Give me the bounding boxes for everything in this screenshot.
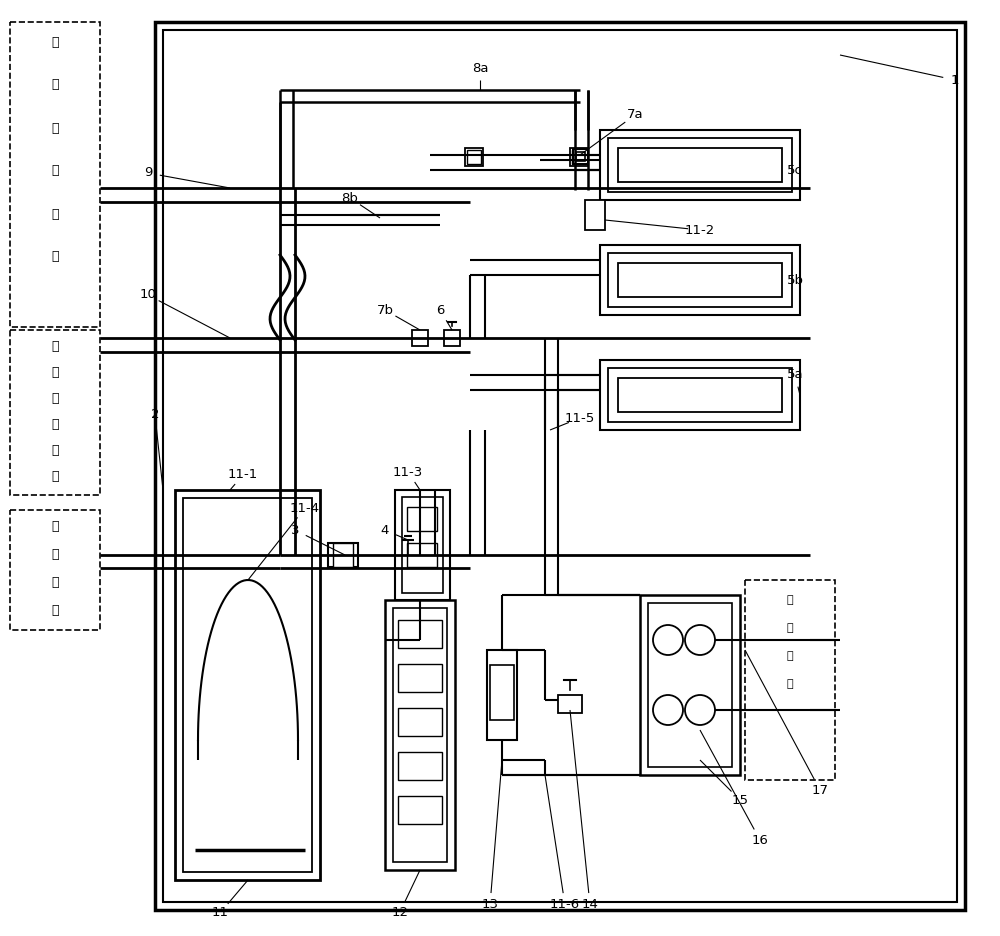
Bar [618, 148, 782, 182]
Bar [183, 498, 312, 872]
Bar [333, 543, 353, 567]
Text: 源: 源 [51, 605, 59, 618]
Text: 中: 中 [51, 341, 59, 354]
Bar [745, 580, 835, 780]
Bar [487, 650, 517, 740]
Bar [618, 263, 782, 297]
Text: 11-2: 11-2 [685, 224, 715, 237]
Bar [398, 664, 442, 692]
Text: 高: 高 [51, 36, 59, 49]
Bar [398, 620, 442, 648]
Text: 2: 2 [151, 408, 159, 421]
Bar [618, 378, 782, 412]
Bar [558, 695, 582, 713]
Text: 供: 供 [51, 392, 59, 405]
Text: 11-3: 11-3 [393, 465, 423, 478]
Text: 7a: 7a [627, 109, 643, 122]
Text: 5b: 5b [786, 273, 804, 286]
Text: 热: 热 [51, 165, 59, 178]
Bar [467, 150, 481, 164]
Text: 容: 容 [787, 651, 793, 661]
Bar [600, 130, 800, 200]
Text: 11-1: 11-1 [228, 469, 258, 481]
Text: 水: 水 [51, 548, 59, 562]
Bar [608, 253, 792, 307]
Bar [393, 608, 447, 862]
Text: 器: 器 [787, 679, 793, 689]
Bar [648, 603, 732, 767]
Text: 1: 1 [951, 74, 959, 86]
Bar [10, 330, 100, 495]
Bar [398, 752, 442, 780]
Bar [398, 708, 442, 736]
Bar [608, 368, 792, 422]
Bar [163, 30, 957, 902]
Text: 17: 17 [812, 783, 828, 797]
Text: 供: 供 [51, 520, 59, 534]
Text: 5c: 5c [787, 164, 803, 177]
Bar [385, 600, 455, 870]
Bar [444, 330, 460, 346]
Bar [402, 497, 443, 593]
Text: 8b: 8b [342, 192, 358, 204]
Text: 13: 13 [482, 899, 498, 912]
Bar [10, 510, 100, 630]
Text: 15: 15 [732, 794, 748, 807]
Bar [328, 543, 358, 567]
Text: 4: 4 [381, 523, 389, 536]
Text: 6: 6 [436, 303, 444, 316]
Text: 10: 10 [140, 288, 156, 301]
Bar [412, 330, 428, 346]
Text: 所: 所 [51, 251, 59, 264]
Bar [572, 150, 586, 164]
Text: 场: 场 [51, 445, 59, 458]
Bar [395, 490, 450, 600]
Text: 11-4: 11-4 [290, 502, 320, 515]
Bar [490, 665, 514, 720]
Bar [398, 796, 442, 824]
Text: 源: 源 [787, 623, 793, 633]
Bar [608, 138, 792, 192]
Text: 场: 场 [51, 208, 59, 221]
Bar [573, 149, 588, 164]
Text: 温: 温 [51, 367, 59, 379]
Bar [585, 200, 605, 230]
Text: 11-5: 11-5 [565, 412, 595, 425]
Bar [570, 148, 588, 166]
Text: 水: 水 [51, 577, 59, 590]
Bar [576, 152, 585, 161]
Text: 8a: 8a [472, 62, 488, 75]
Text: 供: 供 [51, 122, 59, 135]
Text: 11-6: 11-6 [550, 899, 580, 912]
Bar [407, 507, 437, 531]
Bar [155, 22, 965, 910]
Text: 9: 9 [144, 167, 152, 180]
Bar [465, 148, 483, 166]
Text: 3: 3 [291, 523, 299, 536]
Text: 14: 14 [582, 899, 598, 912]
Bar [10, 22, 100, 327]
Bar [600, 245, 800, 315]
Text: 16: 16 [752, 833, 768, 846]
Text: 12: 12 [392, 905, 409, 918]
Text: 7b: 7b [376, 303, 394, 316]
Bar [640, 595, 740, 775]
Text: 5a: 5a [787, 369, 803, 382]
Text: 所: 所 [51, 471, 59, 484]
Bar [600, 360, 800, 430]
Bar [175, 490, 320, 880]
Text: 11: 11 [212, 906, 228, 919]
Bar [407, 543, 437, 567]
Text: 热: 热 [51, 418, 59, 431]
Text: 热: 热 [787, 595, 793, 605]
Text: 温: 温 [51, 79, 59, 92]
